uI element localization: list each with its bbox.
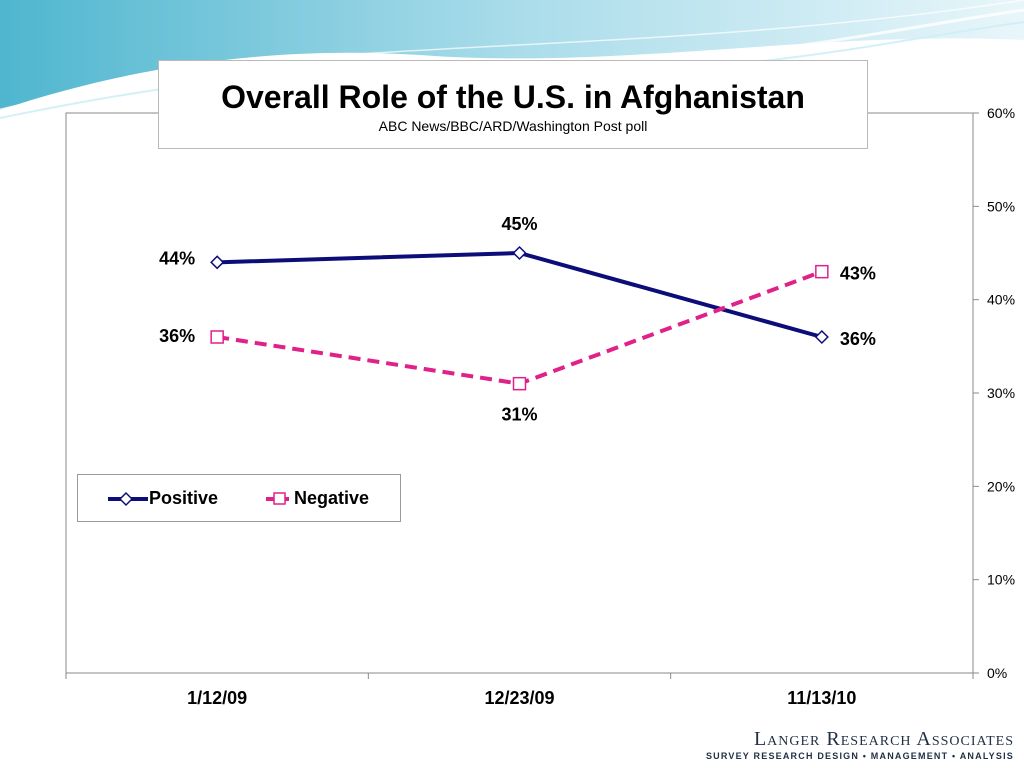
plot-area xyxy=(65,112,974,674)
y-tick-label: 30% xyxy=(987,385,1015,401)
legend-label-negative: Negative xyxy=(294,488,370,508)
chart-title: Overall Role of the U.S. in Afghanistan xyxy=(221,79,805,115)
y-tick-label: 50% xyxy=(987,198,1015,214)
point-negative xyxy=(210,330,224,344)
y-tick-label: 10% xyxy=(987,572,1015,588)
x-tick-label: 12/23/09 xyxy=(484,688,554,708)
y-tick-label: 0% xyxy=(987,665,1007,681)
title-box: Overall Role of the U.S. in Afghanistan … xyxy=(158,60,868,149)
legend-positive-marker xyxy=(118,491,134,507)
y-tick-label: 60% xyxy=(987,105,1015,121)
data-label-positive: 36% xyxy=(840,329,876,349)
x-axis: 1/12/09 12/23/09 11/13/10 xyxy=(65,673,974,708)
x-tick-label: 11/13/10 xyxy=(787,688,856,708)
brand-name: Langer Research Associates xyxy=(753,728,1014,750)
point-positive xyxy=(814,329,829,345)
data-label-positive: 45% xyxy=(501,214,537,234)
y-tick-label: 20% xyxy=(987,478,1015,494)
data-label-negative: 43% xyxy=(840,264,876,284)
point-negative xyxy=(512,376,527,391)
data-label-negative: 31% xyxy=(501,405,537,425)
data-label-negative: 36% xyxy=(159,326,195,346)
legend: Positive Negative xyxy=(77,474,401,522)
legend-negative-marker xyxy=(273,492,286,505)
brand-tagline: SURVEY RESEARCH DESIGN • MANAGEMENT • AN… xyxy=(705,751,1014,761)
point-positive xyxy=(512,245,527,261)
point-positive xyxy=(210,255,225,270)
brand-logo: Langer Research Associates SURVEY RESEAR… xyxy=(706,728,1014,761)
point-negative xyxy=(815,264,829,279)
data-label-positive: 44% xyxy=(159,248,195,268)
y-tick-label: 40% xyxy=(987,292,1015,308)
series-layer xyxy=(210,245,829,391)
x-tick-label: 1/12/09 xyxy=(187,688,247,708)
chart-subtitle: ABC News/BBC/ARD/Washington Post poll xyxy=(378,118,648,134)
legend-label-positive: Positive xyxy=(149,488,219,508)
data-labels: 44% 45% 36% 36% 31% 43% xyxy=(159,214,876,425)
y-axis: 0% 10% 20% 30% 40% 50% 60% xyxy=(973,105,1015,681)
